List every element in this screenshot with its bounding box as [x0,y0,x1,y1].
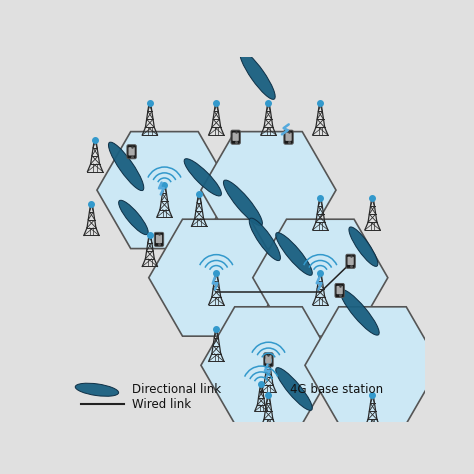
Ellipse shape [276,368,312,410]
FancyBboxPatch shape [265,355,272,364]
Ellipse shape [184,159,221,196]
Polygon shape [201,132,336,248]
Ellipse shape [118,200,148,235]
Ellipse shape [340,290,379,335]
FancyBboxPatch shape [337,286,343,294]
Ellipse shape [109,142,144,191]
Polygon shape [253,219,388,336]
FancyBboxPatch shape [285,133,292,141]
Polygon shape [149,219,284,336]
FancyBboxPatch shape [335,283,344,298]
FancyBboxPatch shape [284,130,293,144]
Polygon shape [201,307,336,424]
FancyBboxPatch shape [155,232,164,246]
Polygon shape [97,132,232,248]
Text: Wired link: Wired link [132,398,191,411]
FancyBboxPatch shape [127,145,137,159]
FancyBboxPatch shape [346,254,356,268]
Ellipse shape [349,227,378,266]
FancyBboxPatch shape [156,235,162,243]
FancyBboxPatch shape [231,130,240,144]
FancyBboxPatch shape [128,147,135,155]
Ellipse shape [249,218,281,261]
FancyBboxPatch shape [232,133,239,141]
FancyBboxPatch shape [347,256,354,265]
Ellipse shape [223,180,263,226]
FancyBboxPatch shape [264,353,273,367]
Ellipse shape [240,51,275,100]
Text: Directional link: Directional link [132,383,221,396]
Polygon shape [305,307,440,424]
Ellipse shape [75,383,118,396]
Ellipse shape [276,233,312,275]
Text: 4G base station: 4G base station [291,383,383,396]
